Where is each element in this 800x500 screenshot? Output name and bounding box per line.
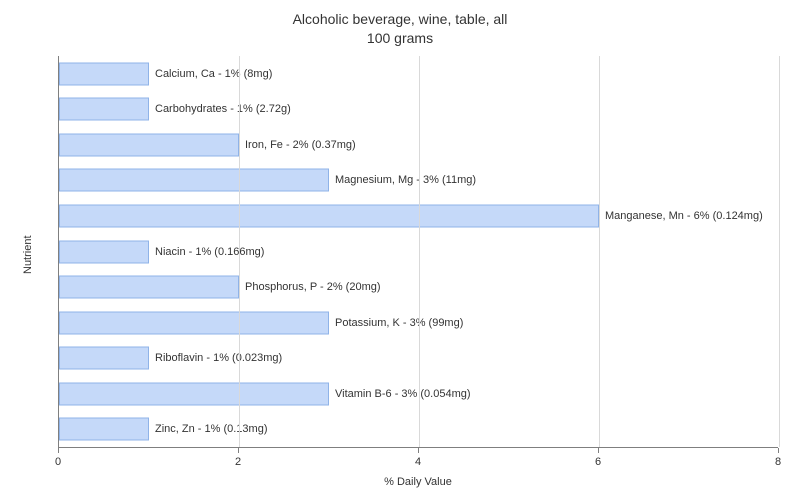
bar — [59, 98, 149, 121]
bar — [59, 382, 329, 405]
chart-title-line2: 100 grams — [0, 29, 800, 48]
bar-label: Magnesium, Mg - 3% (11mg) — [335, 174, 476, 186]
y-axis-label: Nutrient — [22, 235, 34, 274]
bar — [59, 240, 149, 263]
x-tick-mark — [418, 448, 419, 453]
bar — [59, 62, 149, 85]
bar-label: Potassium, K - 3% (99mg) — [335, 317, 463, 329]
bar-label: Calcium, Ca - 1% (8mg) — [155, 68, 272, 80]
bar-label: Niacin - 1% (0.166mg) — [155, 246, 264, 258]
bar — [59, 204, 599, 227]
bar-label: Phosphorus, P - 2% (20mg) — [245, 281, 381, 293]
x-tick-label: 4 — [415, 456, 421, 468]
x-tick-label: 6 — [595, 456, 601, 468]
x-tick-mark — [238, 448, 239, 453]
x-tick-mark — [58, 448, 59, 453]
x-tick-mark — [778, 448, 779, 453]
chart-title-line1: Alcoholic beverage, wine, table, all — [0, 10, 800, 29]
bar — [59, 418, 149, 441]
gridline — [419, 56, 420, 447]
chart-title: Alcoholic beverage, wine, table, all 100… — [0, 10, 800, 48]
bar — [59, 311, 329, 334]
x-axis-label: % Daily Value — [58, 476, 778, 488]
bar — [59, 169, 329, 192]
bar — [59, 276, 239, 299]
bar-label: Carbohydrates - 1% (2.72g) — [155, 103, 291, 115]
bar-label: Riboflavin - 1% (0.023mg) — [155, 352, 282, 364]
x-tick-label: 0 — [55, 456, 61, 468]
gridline — [599, 56, 600, 447]
x-tick-mark — [598, 448, 599, 453]
bar-label: Zinc, Zn - 1% (0.13mg) — [155, 423, 267, 435]
gridline — [239, 56, 240, 447]
nutrient-chart: Alcoholic beverage, wine, table, all 100… — [0, 0, 800, 500]
bar — [59, 347, 149, 370]
bar-label: Manganese, Mn - 6% (0.124mg) — [605, 210, 763, 222]
gridline — [779, 56, 780, 447]
bar-label: Vitamin B-6 - 3% (0.054mg) — [335, 388, 471, 400]
x-tick-label: 8 — [775, 456, 781, 468]
x-tick-label: 2 — [235, 456, 241, 468]
bar-label: Iron, Fe - 2% (0.37mg) — [245, 139, 356, 151]
bar — [59, 133, 239, 156]
plot-area: Calcium, Ca - 1% (8mg) Carbohydrates - 1%… — [58, 56, 778, 448]
